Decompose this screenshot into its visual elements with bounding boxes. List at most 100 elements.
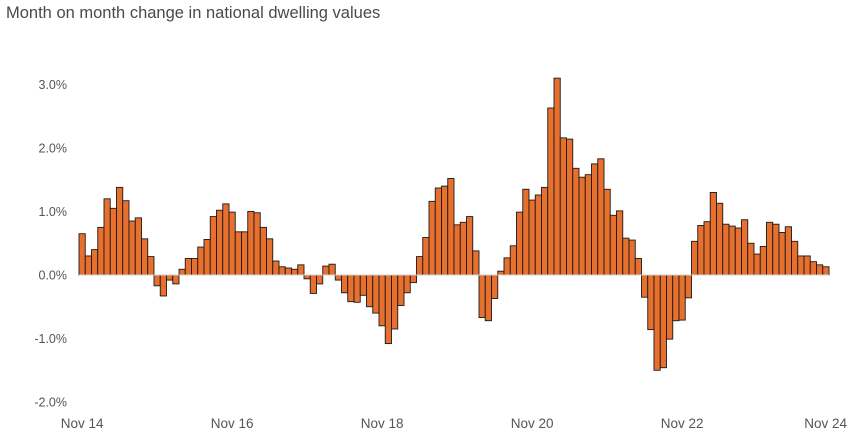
bar (753, 253, 761, 276)
bar (572, 167, 580, 276)
bar (334, 274, 342, 281)
bar (722, 223, 730, 276)
bar (291, 268, 299, 276)
bar (578, 176, 586, 276)
bar (597, 158, 605, 276)
bar (703, 221, 711, 276)
bar (809, 261, 817, 276)
bar (272, 260, 280, 276)
bar (109, 207, 117, 276)
bar (441, 185, 449, 276)
bar (78, 233, 86, 276)
bar (266, 238, 274, 276)
bar (766, 221, 774, 276)
bar (372, 274, 380, 314)
bar (447, 178, 455, 276)
bar (666, 274, 674, 340)
bar-series (78, 77, 830, 371)
bar (541, 186, 549, 276)
bar (691, 240, 699, 276)
bar (428, 200, 436, 276)
bar (603, 188, 611, 276)
bar (222, 203, 230, 276)
bar (728, 225, 736, 276)
y-tick-label: 1.0% (39, 205, 68, 219)
bar (391, 274, 399, 330)
x-tick-label: Nov 14 (61, 416, 104, 431)
bar (247, 211, 255, 276)
bar (366, 274, 374, 308)
bar (772, 223, 780, 276)
x-tick-label: Nov 16 (211, 416, 254, 431)
bar (347, 274, 355, 303)
bar (816, 264, 824, 276)
bar (822, 266, 830, 276)
bar (709, 191, 717, 276)
bar (241, 231, 249, 276)
bar (628, 239, 636, 276)
bar (584, 174, 592, 276)
bar (559, 137, 567, 276)
bar (466, 216, 474, 276)
x-tick-label: Nov 24 (804, 416, 847, 431)
bar (522, 188, 530, 276)
bar (284, 267, 292, 276)
bar (309, 274, 317, 294)
bar (503, 257, 511, 276)
bar (322, 265, 330, 276)
bar (166, 274, 174, 281)
bar (759, 245, 767, 276)
bar (678, 274, 686, 321)
bar (178, 268, 186, 276)
bar (553, 77, 561, 276)
bar (622, 237, 630, 276)
bar (153, 274, 161, 287)
bar (509, 245, 517, 276)
bar (547, 107, 555, 276)
bar (228, 211, 236, 276)
bar (478, 274, 486, 318)
y-tick-label: 3.0% (39, 78, 68, 92)
bar (209, 216, 217, 276)
bar (409, 274, 417, 284)
bar (378, 274, 386, 327)
bar (741, 219, 749, 276)
y-tick-label: 0.0% (39, 269, 68, 283)
bar (91, 249, 99, 276)
bar (403, 274, 411, 294)
chart-title: Month on month change in national dwelli… (6, 4, 381, 22)
bar (297, 264, 305, 276)
bar (253, 212, 261, 276)
bar (84, 255, 92, 276)
y-axis-labels: 3.0% 2.0% 1.0% 0.0% -1.0% -2.0% (34, 78, 67, 410)
bar (234, 231, 242, 276)
bar (341, 274, 349, 294)
x-tick-label: Nov 22 (661, 416, 704, 431)
bar (97, 226, 105, 276)
bar (791, 240, 799, 276)
bar (528, 199, 536, 276)
y-tick-label: -2.0% (34, 396, 67, 410)
bar (491, 274, 499, 299)
bar (203, 238, 211, 276)
bar (172, 274, 180, 285)
bar (197, 246, 205, 276)
bar (534, 194, 542, 276)
bar (397, 274, 405, 306)
bar (328, 263, 336, 276)
bar (259, 226, 267, 276)
bar (609, 214, 617, 276)
x-axis-labels: Nov 14 Nov 16 Nov 18 Nov 20 Nov 22 Nov 24 (61, 416, 848, 431)
bar (278, 266, 286, 276)
bar (784, 226, 792, 276)
bar (141, 238, 149, 276)
bar (147, 256, 155, 276)
bar (659, 274, 667, 369)
bar (747, 242, 755, 276)
x-tick-label: Nov 18 (361, 416, 404, 431)
y-tick-label: 2.0% (39, 142, 68, 156)
bar (734, 227, 742, 276)
bar (422, 237, 430, 276)
bar (184, 258, 192, 276)
